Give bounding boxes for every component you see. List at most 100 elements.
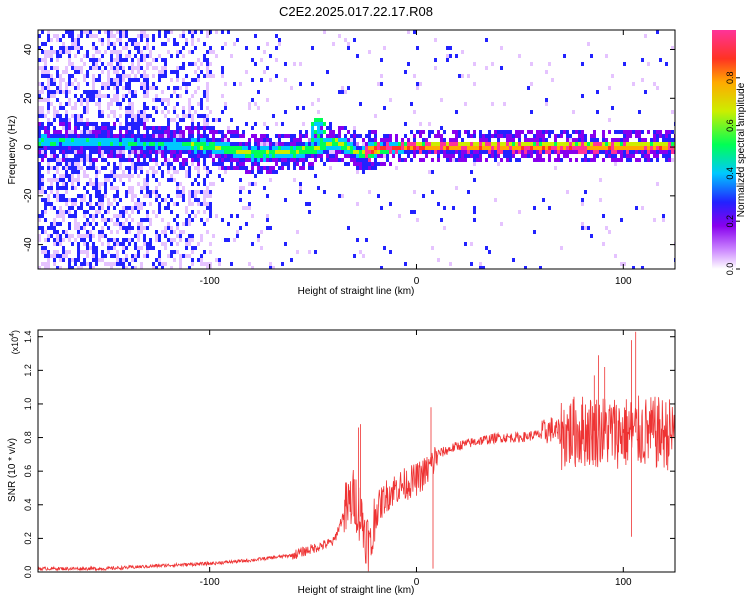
heatmap-cell (170, 146, 173, 150)
heatmap-cell (317, 146, 320, 150)
heatmap-cell (218, 166, 221, 170)
heatmap-cell (62, 126, 65, 130)
heatmap-cell (173, 166, 176, 170)
heatmap-cell (119, 166, 122, 170)
heatmap-cell (338, 90, 341, 94)
heatmap-cell (53, 142, 56, 146)
heatmap-cell (134, 206, 137, 210)
heatmap-cell (176, 214, 179, 218)
heatmap-cell (671, 158, 674, 162)
heatmap-cell (281, 122, 284, 126)
heatmap-cell (110, 30, 113, 34)
heatmap-cell (383, 246, 386, 250)
heatmap-cell (506, 154, 509, 158)
heatmap-cell (470, 154, 473, 158)
heatmap-cell (104, 166, 107, 170)
heatmap-cell (149, 218, 152, 222)
heatmap-cell (206, 30, 209, 34)
heatmap-cell (137, 226, 140, 230)
heatmap-cell (335, 134, 338, 138)
heatmap-cell (566, 138, 569, 142)
heatmap-cell (107, 86, 110, 90)
heatmap-cell (101, 130, 104, 134)
heatmap-cell (389, 202, 392, 206)
heatmap-cell (182, 34, 185, 38)
heatmap-cell (173, 86, 176, 90)
heatmap-cell (83, 214, 86, 218)
heatmap-cell (74, 38, 77, 42)
heatmap-cell (218, 118, 221, 122)
heatmap-cell (326, 146, 329, 150)
heatmap-cell (458, 154, 461, 158)
heatmap-cell (431, 158, 434, 162)
heatmap-cell (149, 150, 152, 154)
heatmap-cell (134, 122, 137, 126)
heatmap-cell (38, 58, 41, 62)
heatmap-cell (191, 234, 194, 238)
heatmap-cell (566, 150, 569, 154)
heatmap-cell (587, 150, 590, 154)
heatmap-cell (101, 70, 104, 74)
heatmap-cell (155, 190, 158, 194)
heatmap-cell (293, 154, 296, 158)
heatmap-cell (545, 130, 548, 134)
heatmap-cell (611, 158, 614, 162)
heatmap-cell (137, 126, 140, 130)
heatmap-cell (227, 238, 230, 242)
heatmap-cell (329, 154, 332, 158)
heatmap-cell (290, 154, 293, 158)
heatmap-cell (92, 218, 95, 222)
heatmap-cell (98, 94, 101, 98)
heatmap-cell (527, 130, 530, 134)
heatmap-cell (224, 134, 227, 138)
heatmap-cell (359, 102, 362, 106)
heatmap-cell (266, 158, 269, 162)
heatmap-cell (605, 54, 608, 58)
heatmap-cell (233, 42, 236, 46)
heatmap-cell (656, 30, 659, 34)
heatmap-cell (215, 118, 218, 122)
heatmap-cell (44, 134, 47, 138)
heatmap-cell (554, 138, 557, 142)
heatmap-cell (404, 70, 407, 74)
heatmap-cell (122, 74, 125, 78)
heatmap-cell (119, 30, 122, 34)
heatmap-cell (50, 226, 53, 230)
heatmap-cell (80, 206, 83, 210)
heatmap-cell (362, 158, 365, 162)
heatmap-cell (41, 98, 44, 102)
heatmap-cell (71, 198, 74, 202)
heatmap-cell (89, 246, 92, 250)
heatmap-cell (80, 114, 83, 118)
heatmap-cell (197, 130, 200, 134)
heatmap-cell (557, 150, 560, 154)
heatmap-cell (536, 130, 539, 134)
heatmap-cell (83, 78, 86, 82)
heatmap-cell (155, 86, 158, 90)
heatmap-cell (305, 154, 308, 158)
heatmap-cell (74, 42, 77, 46)
heatmap-cell (176, 42, 179, 46)
heatmap-cell (380, 266, 383, 269)
heatmap-cell (50, 154, 53, 158)
heatmap-cell (257, 158, 260, 162)
heatmap-cell (38, 122, 41, 126)
heatmap-cell (665, 62, 668, 66)
heatmap-cell (185, 74, 188, 78)
heatmap-cell (134, 246, 137, 250)
heatmap-cell (344, 162, 347, 166)
heatmap-cell (302, 122, 305, 126)
heatmap-cell (215, 146, 218, 150)
heatmap-cell (95, 262, 98, 266)
heatmap-cell (146, 154, 149, 158)
heatmap-cell (89, 194, 92, 198)
heatmap-cell (65, 254, 68, 258)
heatmap-cell (617, 138, 620, 142)
heatmap-cell (320, 150, 323, 154)
heatmap-cell (104, 186, 107, 190)
heatmap-cell (245, 154, 248, 158)
heatmap-cell (632, 154, 635, 158)
heatmap-cell (176, 78, 179, 82)
heatmap-cell (44, 230, 47, 234)
heatmap-cell (125, 30, 128, 34)
